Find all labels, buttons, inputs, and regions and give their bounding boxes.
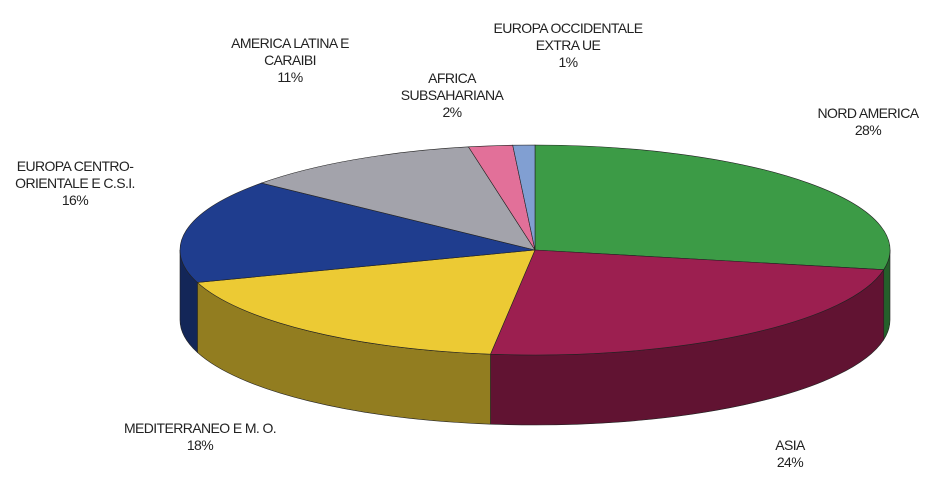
slice: [260, 146, 536, 251]
slice-label: MEDITERRANEO E M. O. 18%: [95, 420, 305, 454]
category-name: EUROPA CENTRO-ORIENTALE E C.S.I.: [15, 158, 135, 191]
percent-label: 24%: [776, 454, 804, 470]
slice: [512, 144, 536, 251]
category-name: ASIA: [775, 437, 805, 453]
category-name: MEDITERRANEO E M. O.: [123, 420, 277, 436]
slice-label: ASIA 24%: [730, 437, 850, 471]
percent-label: 28%: [854, 122, 882, 138]
slice: [196, 249, 536, 355]
percent-label: 1%: [558, 54, 578, 70]
category-name: EUROPA OCCIDENTALE EXTRA UE: [493, 20, 644, 53]
slice-label: NORD AMERICA 28%: [798, 105, 938, 139]
slice: [534, 144, 891, 270]
percent-label: 2%: [442, 104, 462, 120]
percent-label: 18%: [186, 437, 214, 453]
slice: [490, 249, 885, 356]
slice-label: AMERICA LATINA E CARAIBI 11%: [205, 35, 375, 86]
percent-label: 16%: [61, 192, 89, 208]
category-name: AMERICA LATINA E CARAIBI: [231, 35, 349, 68]
percent-label: 11%: [277, 69, 303, 85]
category-name: AFRICA SUBSAHARIANA: [400, 70, 504, 103]
slice: [179, 182, 536, 283]
slice-label: EUROPA OCCIDENTALE EXTRA UE 1%: [478, 20, 658, 71]
slice-label: AFRICA SUBSAHARIANA 2%: [382, 70, 522, 121]
category-name: NORD AMERICA: [817, 105, 920, 121]
slice-label: EUROPA CENTRO-ORIENTALE E C.S.I. 16%: [0, 158, 150, 209]
